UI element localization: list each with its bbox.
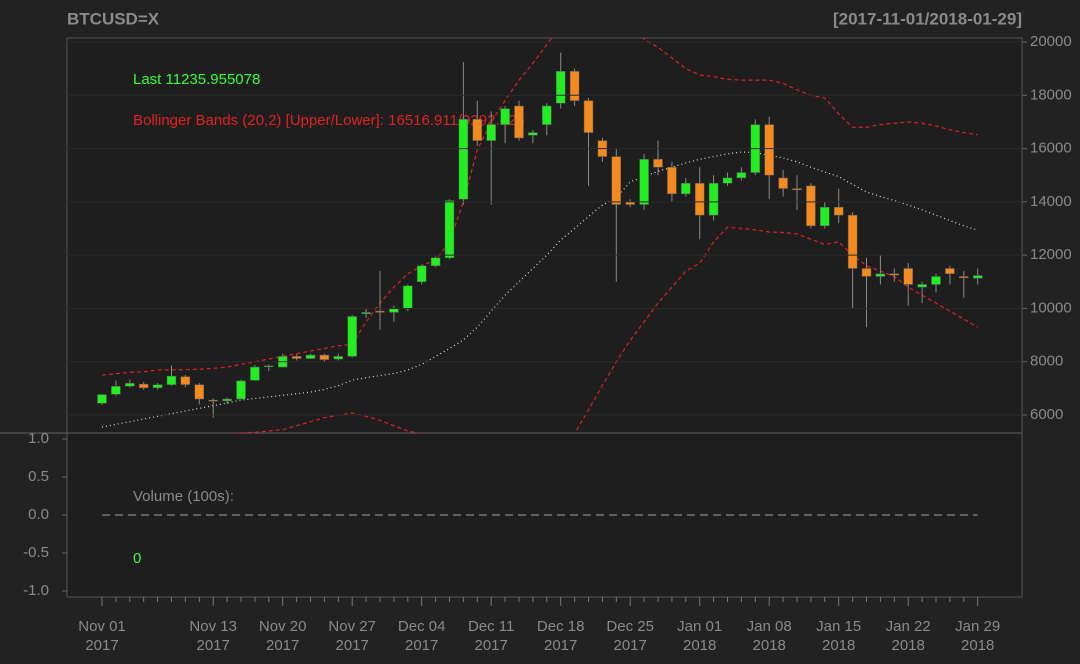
x-tick-label: Jan 01 2018	[677, 618, 723, 654]
candle-body	[444, 200, 455, 259]
volume-label: Volume (100s):	[133, 488, 234, 505]
candle-body	[583, 100, 594, 133]
candle-body	[861, 268, 872, 277]
candle-body	[389, 308, 399, 313]
x-tick-label: Nov 20 2017	[258, 618, 307, 654]
candle-body	[111, 386, 121, 395]
candle-body	[653, 158, 663, 168]
x-tick-label: Dec 11 2017	[467, 618, 515, 654]
candle-body	[833, 206, 844, 216]
candle-body	[722, 177, 733, 184]
candle-body	[736, 172, 747, 179]
candle-body	[125, 383, 135, 387]
candle-body	[222, 398, 232, 402]
candle-body	[375, 310, 385, 313]
y-tick-label: 6000	[1030, 406, 1063, 423]
candle-body	[347, 316, 357, 357]
y-tick-label: 12000	[1030, 246, 1072, 263]
x-tick-label: Nov 01 2017	[78, 618, 126, 654]
candle-body	[152, 384, 163, 389]
candle-body	[416, 265, 427, 283]
x-tick-label: Jan 29 2018	[955, 618, 1001, 654]
candle-body	[361, 312, 371, 315]
x-tick-label: Jan 22 2018	[885, 618, 931, 654]
volume-tick-label: -1.0	[23, 582, 49, 599]
candle-body	[542, 105, 552, 125]
plot-frame	[66, 37, 1023, 598]
candle-body	[792, 188, 802, 191]
x-tick-label: Dec 04 2017	[397, 618, 446, 654]
candle-body	[959, 276, 969, 279]
chart-title: BTCUSD=X	[67, 9, 160, 28]
y-tick-label: 10000	[1030, 299, 1072, 316]
x-tick-label: Dec 18 2017	[536, 618, 585, 654]
candle-body	[514, 105, 524, 139]
candle-body	[667, 166, 677, 195]
candle-body	[569, 71, 580, 101]
candle-body	[820, 206, 830, 227]
candle-body	[764, 124, 774, 176]
volume-tick-label: -0.5	[23, 544, 49, 561]
y-tick-label: 14000	[1030, 193, 1072, 210]
x-tick-label: Jan 15 2018	[816, 618, 862, 654]
y-tick-label: 8000	[1030, 353, 1063, 370]
candle-body	[694, 182, 705, 216]
candle-body	[97, 394, 107, 404]
candle-body	[806, 185, 816, 227]
x-tick-label: Jan 08 2018	[746, 618, 792, 654]
candle-body	[639, 158, 649, 205]
last-label: Last 11235.955078	[133, 71, 260, 88]
candle-body	[236, 380, 246, 400]
candle-body	[305, 354, 316, 359]
candle-body	[194, 384, 205, 400]
candle-body	[333, 356, 344, 360]
x-tick-label: Nov 13 2017	[189, 618, 237, 654]
candle-body	[611, 156, 622, 205]
y-tick-label: 16000	[1030, 140, 1072, 157]
candle-body	[931, 276, 941, 285]
candle-body	[972, 275, 983, 279]
candle-body	[555, 71, 566, 104]
candle-body	[945, 268, 955, 275]
sma-line	[101, 151, 978, 428]
candle-body	[681, 182, 691, 195]
x-tick-label: Dec 25 2017	[606, 618, 654, 654]
candle-body	[889, 273, 900, 276]
candle-body	[180, 376, 191, 385]
candle-body	[472, 119, 483, 141]
candle-body	[264, 365, 274, 367]
candle-body	[166, 375, 177, 385]
candle-body	[208, 399, 218, 402]
y-tick-label: 18000	[1030, 86, 1072, 103]
volume-tick-label: 1.0	[28, 430, 49, 447]
date-range: [2017-11-01/2018-01-29]	[833, 9, 1022, 28]
bands-label: Bollinger Bands (20,2) [Upper/Lower]: 16…	[133, 112, 525, 129]
candle-body	[291, 356, 302, 359]
candle-body	[847, 214, 858, 269]
candle-body	[486, 124, 496, 141]
volume-tick-label: 0.0	[28, 506, 49, 523]
volume-tick-label: 0.5	[28, 468, 49, 485]
candle-body	[250, 366, 260, 381]
band-lower	[228, 226, 979, 433]
candle-body	[319, 354, 330, 360]
candle-body	[903, 268, 913, 285]
volume-last: 0	[133, 550, 141, 567]
candle-body	[708, 182, 719, 216]
candle-body	[403, 285, 413, 309]
candle-body	[500, 108, 510, 125]
candle-body	[458, 119, 469, 200]
candle-body	[875, 273, 886, 277]
candle-body	[528, 132, 538, 136]
candle-body	[430, 257, 441, 267]
candle-body	[778, 177, 788, 189]
y-tick-label: 20000	[1030, 33, 1072, 50]
candle-body	[917, 284, 927, 288]
candle-body	[138, 383, 149, 389]
x-tick-label: Nov 27 2017	[328, 618, 376, 654]
